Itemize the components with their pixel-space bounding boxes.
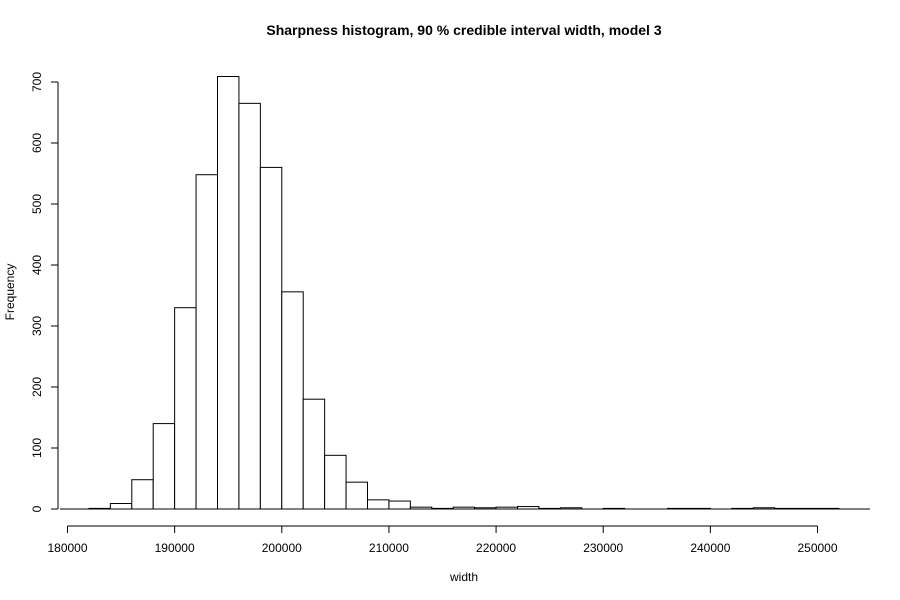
histogram-bar (109, 503, 133, 510)
chart-title: Sharpness histogram, 90 % credible inter… (266, 22, 661, 38)
histogram-bar (281, 291, 304, 510)
y-tick-label: 0 (30, 505, 44, 512)
histogram-bar (388, 500, 411, 510)
histogram-bar (131, 479, 154, 510)
y-tick-label: 100 (30, 438, 44, 458)
histogram-bar (302, 398, 326, 510)
x-axis: 180000 190000 200000 210000 220000 230000 2400… (47, 525, 838, 555)
histogram-bar (324, 454, 347, 510)
y-tick-label: 200 (30, 377, 44, 397)
y-tick-label: 500 (30, 194, 44, 214)
histogram-bar (217, 76, 240, 510)
y-tick-label: 700 (30, 72, 44, 92)
x-tick-label: 200000 (262, 541, 302, 555)
x-tick-label: 220000 (476, 541, 516, 555)
y-axis-label: Frequency (3, 264, 17, 321)
histogram-bar (259, 166, 283, 510)
y-tick-label: 300 (30, 316, 44, 336)
histogram-bar (238, 102, 261, 510)
y-tick-label: 600 (30, 133, 44, 153)
x-tick-label: 240000 (690, 541, 730, 555)
x-tick-label: 190000 (155, 541, 195, 555)
x-tick-label: 210000 (369, 541, 409, 555)
y-tick-label: 400 (30, 255, 44, 275)
histogram-bar (367, 499, 390, 510)
x-axis-label: width (449, 570, 478, 584)
x-tick-label: 180000 (47, 541, 87, 555)
y-axis: 0 100 200 300 400 500 600 700 (30, 72, 59, 512)
histogram-bar (345, 481, 369, 510)
histogram-bar (195, 174, 219, 510)
histogram-bar (174, 307, 197, 510)
x-tick-label: 250000 (797, 541, 837, 555)
histogram-bar (152, 423, 176, 510)
bars-group (60, 76, 870, 510)
x-tick-label: 230000 (583, 541, 623, 555)
